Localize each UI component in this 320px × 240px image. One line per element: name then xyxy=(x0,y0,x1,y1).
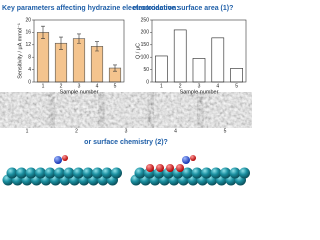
x-tick-label: 2 xyxy=(60,83,63,89)
sem-image xyxy=(103,95,149,125)
oxygen xyxy=(156,164,164,172)
plot-frame xyxy=(151,19,247,83)
bar xyxy=(211,37,225,83)
y-axis-label: Sensitivity / μA mmol⁻¹ xyxy=(17,23,23,79)
bar xyxy=(72,38,86,83)
atom xyxy=(220,167,231,179)
sem-label: 2 xyxy=(75,128,78,134)
x-tick-label: 1 xyxy=(42,83,45,89)
y-tick-label: 12 xyxy=(25,42,31,48)
bar xyxy=(36,32,50,83)
sem-image xyxy=(53,95,100,125)
heading-left: Key parameters affecting hydrazine elect… xyxy=(2,5,179,12)
y-tick-label: 100 xyxy=(141,55,150,61)
molecular-models xyxy=(2,155,250,186)
sem-label: 3 xyxy=(125,128,128,134)
bar xyxy=(155,55,168,83)
atom xyxy=(239,167,250,179)
sem-label: 1 xyxy=(26,128,29,134)
y-tick-label: 0 xyxy=(28,79,31,85)
adsorbate xyxy=(54,156,62,164)
atom xyxy=(54,167,65,179)
y-tick-label: 250 xyxy=(141,17,150,23)
y-tick-label: 150 xyxy=(141,42,150,48)
oxygen xyxy=(176,164,184,172)
x-tick-label: 5 xyxy=(235,83,238,89)
y-tick-label: 200 xyxy=(141,30,150,36)
x-axis-label: Sample number xyxy=(60,89,99,95)
sem-image xyxy=(152,95,199,125)
atom xyxy=(210,167,222,179)
x-tick-label: 2 xyxy=(179,83,182,89)
atom xyxy=(134,167,146,179)
atom xyxy=(35,167,46,179)
atom xyxy=(6,167,18,179)
sem-image xyxy=(202,95,248,125)
footer-text: or surface chemistry (2)? xyxy=(84,139,168,146)
atom xyxy=(44,167,56,179)
atom xyxy=(229,167,241,179)
x-tick-label: 3 xyxy=(198,83,201,89)
y-tick-label: 0 xyxy=(146,79,149,85)
atom xyxy=(16,167,27,179)
y-tick-label: 20 xyxy=(25,17,31,23)
error-bar xyxy=(77,33,81,44)
error-bar xyxy=(41,25,45,39)
graphical-abstract: Key parameters affecting hydrazine elect… xyxy=(2,5,250,186)
error-bar xyxy=(95,41,99,52)
x-tick-label: 1 xyxy=(160,83,163,89)
atom xyxy=(191,167,203,179)
sem-label: 5 xyxy=(224,128,227,134)
page: {"heading": {"left": "Key parameters aff… xyxy=(2,4,250,186)
sem-images: 1 2 3 4 5 xyxy=(4,95,248,134)
x-tick-label: 3 xyxy=(78,83,81,89)
x-axis-label: Sample number xyxy=(180,89,219,95)
atom xyxy=(111,167,122,179)
bar xyxy=(192,58,206,83)
atom xyxy=(25,167,37,179)
adsorbate xyxy=(182,156,190,164)
x-tick-label: 5 xyxy=(114,83,117,89)
error-bar xyxy=(113,64,117,72)
bar xyxy=(90,46,104,83)
y-tick-label: 16 xyxy=(25,30,31,36)
oxygen xyxy=(146,164,154,172)
plot-frame xyxy=(33,19,125,83)
adsorbate xyxy=(62,155,68,161)
x-tick-label: 4 xyxy=(216,83,219,89)
oxygen xyxy=(166,164,174,172)
sem-label: 4 xyxy=(174,128,177,134)
y-tick-label: 4 xyxy=(28,67,31,73)
sem-image xyxy=(4,95,50,125)
x-tick-label: 4 xyxy=(96,83,99,89)
y-tick-label: 8 xyxy=(28,55,31,61)
atom xyxy=(92,167,103,179)
atom xyxy=(182,167,193,179)
atom xyxy=(101,167,113,179)
bar xyxy=(230,68,243,83)
adsorbate xyxy=(190,155,196,161)
error-bar xyxy=(59,36,63,50)
atom xyxy=(63,167,75,179)
heading-right: electroactive surface area (1)? xyxy=(133,5,234,12)
y-tick-label: 50 xyxy=(143,67,149,73)
bar xyxy=(173,29,187,83)
atom xyxy=(82,167,94,179)
atom xyxy=(201,167,212,179)
atom xyxy=(73,167,84,179)
y-axis-label: Q / μC xyxy=(135,43,141,59)
